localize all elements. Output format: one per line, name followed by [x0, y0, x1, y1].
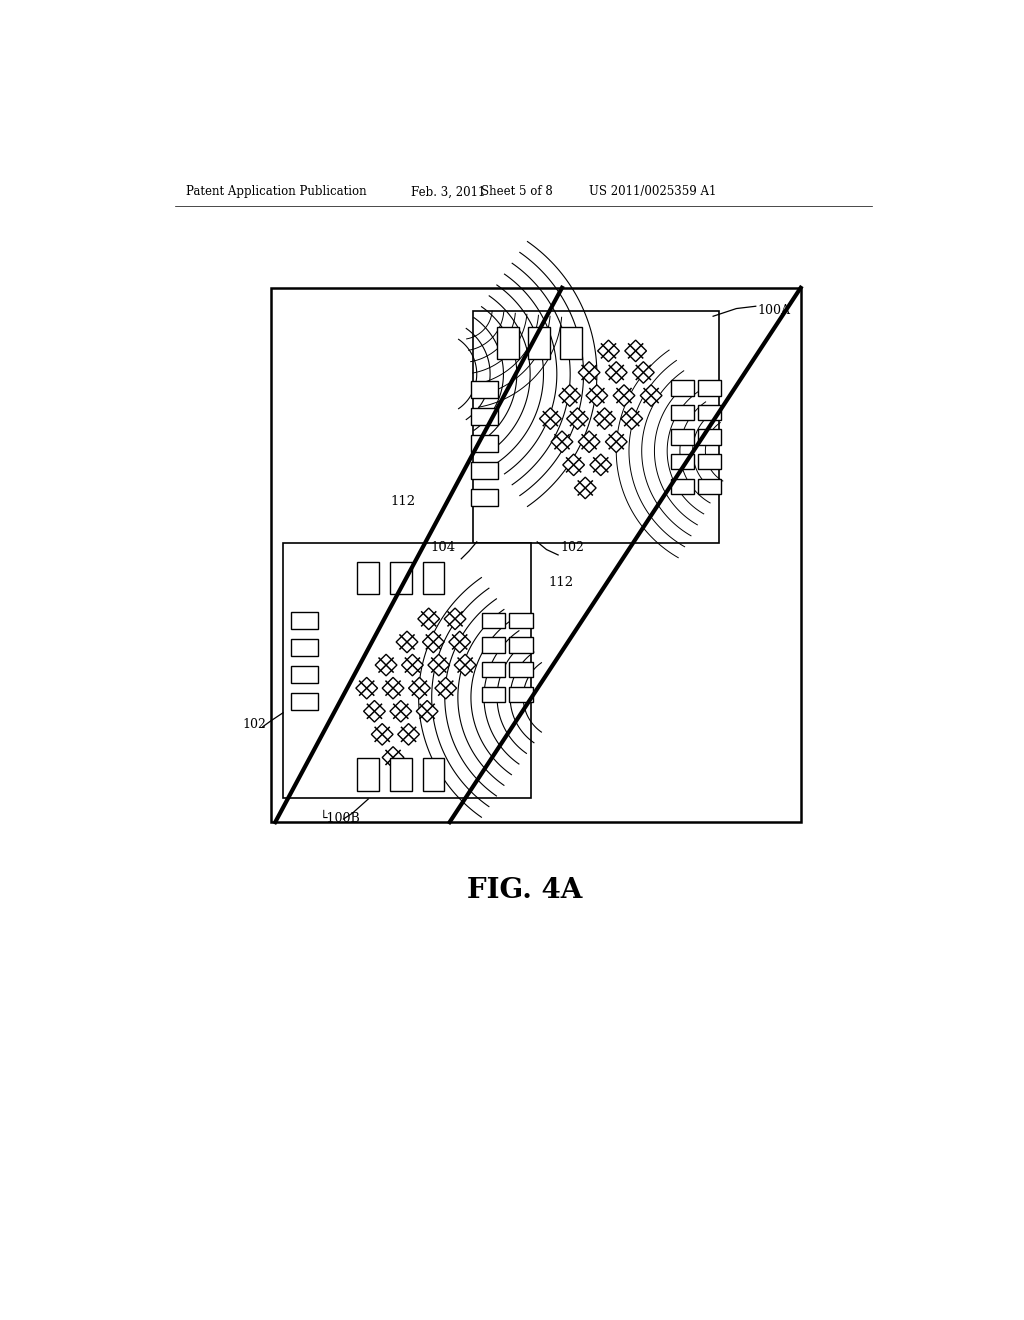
Text: 102: 102 [560, 541, 585, 554]
Text: 100A: 100A [758, 304, 791, 317]
Bar [423, 562, 444, 594]
Polygon shape [455, 655, 476, 676]
Polygon shape [428, 655, 450, 676]
Polygon shape [590, 454, 611, 475]
Text: 104: 104 [430, 541, 456, 554]
Bar [697, 454, 721, 470]
Text: 102: 102 [243, 718, 266, 731]
Bar [471, 434, 498, 451]
Bar [291, 639, 318, 656]
Bar [482, 638, 506, 653]
Polygon shape [397, 723, 420, 744]
Polygon shape [613, 385, 635, 407]
Polygon shape [435, 677, 457, 700]
Polygon shape [444, 609, 466, 630]
Polygon shape [372, 723, 393, 744]
Polygon shape [598, 341, 620, 362]
Bar [509, 663, 532, 677]
Polygon shape [633, 362, 654, 383]
Polygon shape [449, 631, 471, 653]
Bar [291, 665, 318, 682]
Bar [283, 544, 531, 797]
Polygon shape [586, 385, 607, 407]
Polygon shape [423, 631, 444, 653]
Polygon shape [574, 478, 596, 499]
Bar [471, 381, 498, 397]
Bar [473, 312, 719, 544]
Polygon shape [579, 362, 600, 383]
Bar [497, 327, 518, 359]
Polygon shape [364, 701, 385, 722]
Polygon shape [594, 408, 615, 429]
Bar [509, 612, 532, 628]
Polygon shape [625, 341, 646, 362]
Bar [357, 758, 379, 791]
Bar [560, 327, 583, 359]
Polygon shape [356, 677, 378, 700]
Text: Feb. 3, 2011: Feb. 3, 2011 [411, 185, 485, 198]
Polygon shape [621, 408, 643, 429]
Polygon shape [605, 430, 627, 453]
Bar [471, 488, 498, 506]
Polygon shape [640, 385, 662, 407]
Bar [357, 562, 379, 594]
Bar [471, 462, 498, 479]
Bar [671, 454, 693, 470]
Text: US 2011/0025359 A1: US 2011/0025359 A1 [589, 185, 717, 198]
Bar [671, 405, 693, 420]
Bar [671, 380, 693, 396]
Polygon shape [579, 430, 600, 453]
Text: └100B: └100B [321, 812, 360, 825]
Bar [697, 380, 721, 396]
Text: 112: 112 [549, 576, 573, 589]
Polygon shape [540, 408, 561, 429]
Bar [271, 288, 801, 822]
Polygon shape [396, 631, 418, 653]
Polygon shape [551, 430, 572, 453]
Bar [291, 693, 318, 710]
Bar [509, 686, 532, 702]
Bar [671, 479, 693, 494]
Bar [482, 612, 506, 628]
Bar [697, 405, 721, 420]
Bar [697, 429, 721, 445]
Bar [671, 429, 693, 445]
Polygon shape [417, 701, 438, 722]
Polygon shape [375, 655, 397, 676]
Bar [697, 479, 721, 494]
Bar [471, 408, 498, 425]
Polygon shape [559, 385, 581, 407]
Polygon shape [382, 747, 403, 768]
Text: Patent Application Publication: Patent Application Publication [186, 185, 367, 198]
Bar [390, 758, 412, 791]
Polygon shape [382, 677, 403, 700]
Bar [390, 562, 412, 594]
Bar [482, 686, 506, 702]
Bar [509, 638, 532, 653]
Bar [291, 612, 318, 628]
Polygon shape [390, 701, 412, 722]
Polygon shape [605, 362, 627, 383]
Bar [482, 663, 506, 677]
Text: Sheet 5 of 8: Sheet 5 of 8 [480, 185, 552, 198]
Text: 112: 112 [390, 495, 415, 508]
Polygon shape [566, 408, 589, 429]
Polygon shape [409, 677, 430, 700]
Bar [528, 327, 550, 359]
Polygon shape [418, 609, 439, 630]
Polygon shape [401, 655, 423, 676]
Polygon shape [563, 454, 585, 475]
Text: FIG. 4A: FIG. 4A [467, 876, 583, 904]
Bar [423, 758, 444, 791]
